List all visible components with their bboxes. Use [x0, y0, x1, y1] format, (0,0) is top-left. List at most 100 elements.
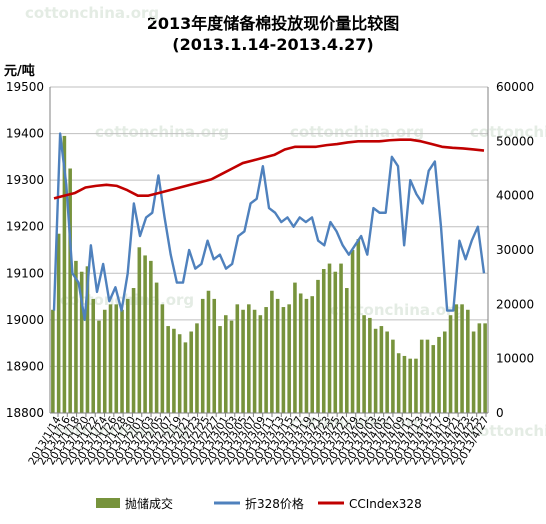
bar: [408, 358, 412, 413]
bar: [379, 326, 384, 413]
y-right-tick-label: 10000: [496, 352, 534, 366]
bar: [206, 290, 211, 413]
bar: [258, 315, 263, 413]
bar: [483, 323, 487, 413]
bar: [189, 331, 193, 413]
legend-price-label: 折328价格: [245, 496, 304, 511]
legend: 抛储成交 折328价格 CCIndex328: [96, 496, 422, 511]
y-right-tick-label: 0: [496, 406, 504, 420]
bar: [327, 263, 332, 413]
bar: [448, 315, 453, 413]
watermark-text: cottonchina.org: [55, 422, 189, 440]
bar: [477, 323, 482, 413]
bar: [419, 339, 424, 413]
bar: [200, 298, 205, 413]
bar: [229, 320, 234, 413]
bar: [195, 323, 199, 413]
watermark-text: cottonchina.org: [470, 123, 546, 141]
bar: [333, 271, 338, 413]
watermark-text: cottonchina.org: [290, 414, 424, 432]
bar: [321, 269, 326, 413]
watermark-text: cottonchina.org: [290, 123, 424, 141]
bar: [114, 304, 119, 413]
bar: [79, 271, 84, 413]
bar: [183, 342, 188, 413]
bar: [108, 304, 113, 413]
bar: [137, 247, 142, 413]
bar: [247, 304, 251, 413]
y-right-tick-label: 30000: [496, 243, 534, 257]
bar: [287, 304, 291, 413]
bar: [471, 331, 476, 413]
bar: [391, 339, 395, 413]
bar: [460, 304, 464, 413]
bar: [177, 334, 182, 413]
y-right-tick-label: 50000: [496, 134, 534, 148]
bar: [172, 328, 176, 413]
bar: [466, 309, 470, 413]
chart-title: 2013年度储备棉投放现价量比较图: [146, 14, 400, 33]
bar: [102, 309, 107, 413]
bar: [356, 239, 361, 413]
y-left-tick-label: 19000: [6, 313, 44, 327]
bar: [298, 293, 303, 413]
bar: [396, 353, 401, 413]
ccindex-line: [53, 138, 485, 200]
y-left-tick-label: 18900: [6, 359, 44, 373]
bar: [281, 307, 286, 413]
bar: [339, 263, 343, 413]
bar: [160, 304, 165, 413]
bar: [143, 255, 147, 413]
y-right-tick-label: 20000: [496, 297, 534, 311]
bar: [345, 288, 349, 413]
bar: [316, 279, 320, 413]
y-left-tick-label: 19500: [6, 80, 44, 94]
bar: [74, 260, 78, 413]
bar: [310, 296, 315, 413]
watermark-text: cottonchina.org: [25, 4, 159, 22]
bar: [402, 355, 407, 413]
bar: [293, 282, 297, 413]
bar: [437, 336, 441, 413]
bar: [62, 135, 67, 413]
price-line: [52, 132, 486, 322]
bar: [120, 309, 124, 413]
y-left-tick-label: 18800: [6, 406, 44, 420]
bar: [91, 298, 96, 413]
watermark-text: cottonchina.org: [330, 301, 464, 319]
watermark-text: cottonchina.org: [470, 422, 546, 440]
bar: [131, 288, 136, 413]
bar: [235, 304, 240, 413]
bar: [362, 315, 366, 413]
bar-series: [51, 135, 487, 413]
bar: [431, 345, 436, 413]
bar: [68, 168, 72, 413]
bar: [252, 309, 257, 413]
bar: [218, 326, 222, 413]
bar: [414, 358, 418, 413]
bar: [373, 328, 378, 413]
bar: [212, 298, 217, 413]
bar: [166, 326, 170, 413]
bar: [425, 339, 430, 413]
bar: [149, 260, 153, 413]
legend-bar-swatch: [96, 498, 120, 508]
bar: [85, 266, 90, 413]
bar: [154, 282, 159, 413]
y-left-tick-label: 19400: [6, 127, 44, 141]
bar: [350, 250, 355, 413]
y-left-unit: 元/吨: [4, 64, 35, 79]
bar: [270, 290, 274, 413]
axes: 18800 18900 19000 19100 19200 19300 19400 19500…: [6, 80, 534, 467]
bar: [275, 298, 280, 413]
legend-index-label: CCIndex328: [349, 497, 422, 511]
chart-subtitle: (2013.1.14-2013.4.27): [172, 35, 374, 54]
bar: [442, 331, 447, 413]
watermark-text: cottonchina.org: [95, 123, 229, 141]
y-left-tick-label: 19200: [6, 220, 44, 234]
bar: [304, 298, 309, 413]
bar: [51, 309, 55, 413]
line-series: [52, 132, 486, 322]
bar: [97, 320, 101, 413]
